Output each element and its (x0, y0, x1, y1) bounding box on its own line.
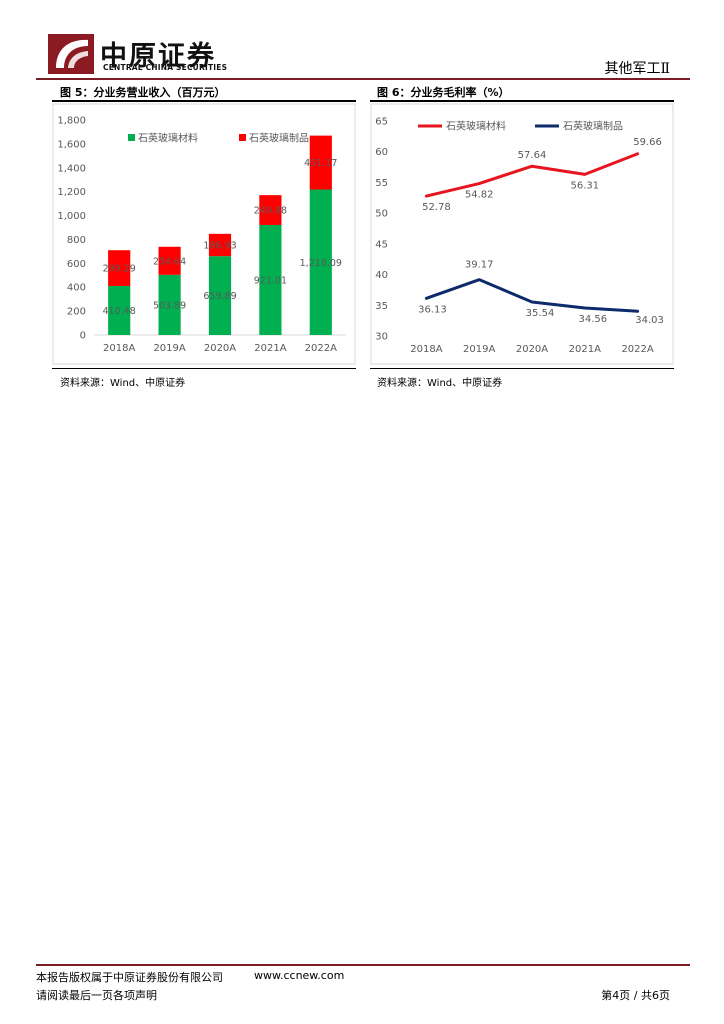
y-tick-label: 400 (67, 283, 86, 294)
y-tick-label: 1,400 (57, 163, 86, 174)
data-label: 451.17 (304, 158, 337, 169)
figure6-top-rule (370, 100, 674, 102)
data-label: 39.17 (465, 260, 494, 271)
bar-segment-material (208, 256, 232, 335)
figure5-title: 图 5：分业务营业收入（百万元） (60, 86, 226, 99)
data-label: 249.88 (254, 206, 287, 217)
x-tick-label: 2021A (569, 344, 601, 355)
footer-disclaimer: 请阅读最后一页各项声明 (36, 989, 157, 1002)
footer-copyright: 本报告版权属于中原证券股份有限公司 (36, 971, 223, 984)
footer-divider (36, 964, 690, 966)
data-label: 35.54 (526, 308, 555, 319)
legend-label: 石英玻璃制品 (563, 120, 623, 133)
y-tick-label: 1,600 (57, 139, 86, 150)
chart-frame (370, 103, 674, 365)
y-tick-label: 65 (375, 117, 388, 128)
brand-name-en: CENTRAL CHINA SECURITIES (103, 63, 228, 72)
page-number: 第4页 / 共6页 (601, 989, 670, 1002)
y-tick-label: 1,800 (57, 116, 86, 127)
data-label: 59.66 (633, 137, 662, 148)
figure5-top-rule (52, 100, 356, 102)
bar-segment-product (108, 250, 131, 286)
data-label: 57.64 (518, 150, 547, 161)
x-tick-label: 2022A (621, 344, 653, 355)
figure6-source: 资料来源：Wind、中原证券 (377, 378, 503, 389)
data-label: 56.31 (570, 180, 599, 191)
y-tick-label: 60 (375, 147, 388, 158)
bar-segment-product (158, 246, 181, 275)
footer-website-link[interactable]: www.ccnew.com (254, 969, 345, 982)
y-tick-label: 50 (375, 209, 388, 220)
chart-frame (52, 103, 356, 365)
figure6-bottom-rule (370, 368, 674, 369)
x-tick-label: 2018A (410, 344, 442, 355)
y-tick-label: 1,000 (57, 211, 86, 222)
y-tick-label: 30 (375, 332, 388, 343)
bar-segment-product (309, 135, 332, 190)
series-line-product (424, 278, 640, 313)
x-tick-label: 2019A (463, 344, 495, 355)
data-label: 34.03 (635, 315, 664, 326)
data-label: 186.93 (203, 241, 236, 252)
figure5-bar-chart: 0 200 400 600 800 1,000 1,200 1,400 1,600 1,800 20… (52, 103, 356, 365)
x-tick-label: 2022A (305, 343, 337, 354)
y-tick-label: 40 (375, 270, 388, 281)
bar-segment-product (208, 233, 232, 257)
legend-label: 石英玻璃材料 (446, 120, 506, 133)
data-label: 921.01 (254, 275, 287, 286)
y-tick-label: 45 (375, 239, 388, 250)
bar-segment-material (309, 189, 332, 335)
data-label: 503.89 (153, 300, 186, 311)
bar-segment-product (259, 195, 282, 225)
company-logo (48, 34, 94, 74)
x-tick-label: 2021A (254, 343, 286, 354)
y-tick-label: 35 (375, 301, 388, 312)
x-tick-label: 2020A (516, 344, 548, 355)
header-divider (36, 78, 690, 80)
x-tick-label: 2019A (153, 343, 185, 354)
data-label: 1,218.09 (300, 258, 342, 269)
figure5-source: 资料来源：Wind、中原证券 (60, 378, 186, 389)
brand-name-cn: 中原证券 (100, 41, 216, 72)
data-label: 299.29 (103, 264, 136, 275)
data-label: 410.48 (103, 306, 136, 317)
data-label: 659.89 (203, 291, 236, 302)
y-tick-label: 600 (67, 259, 86, 270)
data-label: 54.82 (465, 190, 494, 201)
legend-label: 石英玻璃材料 (138, 132, 198, 145)
legend-label: 石英玻璃制品 (249, 132, 309, 145)
data-label: 34.56 (578, 314, 607, 325)
y-tick-label: 0 (80, 331, 86, 342)
bar-segment-material (108, 285, 131, 335)
figure6-line-chart: 30 35 40 45 50 55 60 65 2018A 2019A 2020A 2021A 2022… (370, 103, 674, 365)
x-tick-label: 2020A (204, 343, 236, 354)
y-tick-label: 1,200 (57, 187, 86, 198)
legend-swatch (128, 134, 135, 141)
legend-swatch (239, 134, 246, 141)
x-tick-label: 2018A (103, 343, 135, 354)
y-tick-label: 55 (375, 178, 388, 189)
series-line-material (424, 152, 640, 198)
figure5-bottom-rule (52, 368, 356, 369)
y-tick-label: 200 (67, 307, 86, 318)
data-label: 36.13 (418, 304, 447, 315)
figure6-title: 图 6：分业务毛利率（%） (377, 86, 510, 99)
data-label: 234.64 (153, 256, 186, 267)
bar-segment-material (259, 224, 282, 335)
bar-segment-material (158, 274, 181, 335)
data-label: 52.78 (422, 202, 451, 213)
sector-label: 其他军工Ⅱ (604, 61, 670, 77)
y-tick-label: 800 (67, 235, 86, 246)
